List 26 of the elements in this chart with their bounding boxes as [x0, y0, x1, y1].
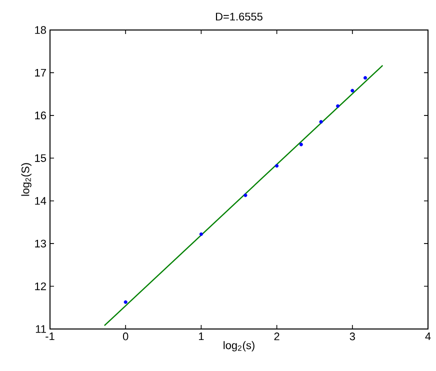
y-tick-label: 16: [35, 112, 46, 120]
x-tick-label: 0: [122, 332, 128, 340]
point: [275, 164, 279, 168]
y-tick-label: 13: [35, 240, 46, 248]
chart-title: D=1.6555: [216, 12, 262, 21]
y-tick-label: 12: [35, 282, 46, 290]
point: [350, 88, 354, 92]
point: [299, 142, 303, 146]
y-tick-label: 11: [36, 325, 46, 333]
y-tick-label: 14: [35, 197, 46, 205]
point: [244, 194, 248, 198]
point: [199, 232, 203, 236]
x-tick-label: 1: [198, 332, 204, 340]
y-axis-title: log$_{2}$(S): [21, 163, 32, 196]
x-tick-label: 3: [350, 332, 355, 340]
y-tick-label: 17: [35, 68, 46, 76]
x-tick-label: 4: [425, 332, 431, 340]
y-tick-label: 18: [35, 26, 46, 34]
point: [124, 300, 128, 304]
x-tick-label: 2: [274, 332, 280, 340]
point: [319, 120, 323, 124]
x-tick-label: -1: [46, 332, 54, 340]
x-axis-title: log$_{2}$(s): [224, 341, 254, 352]
point: [363, 76, 368, 80]
y-tick-label: 15: [35, 154, 46, 162]
point: [336, 104, 340, 108]
